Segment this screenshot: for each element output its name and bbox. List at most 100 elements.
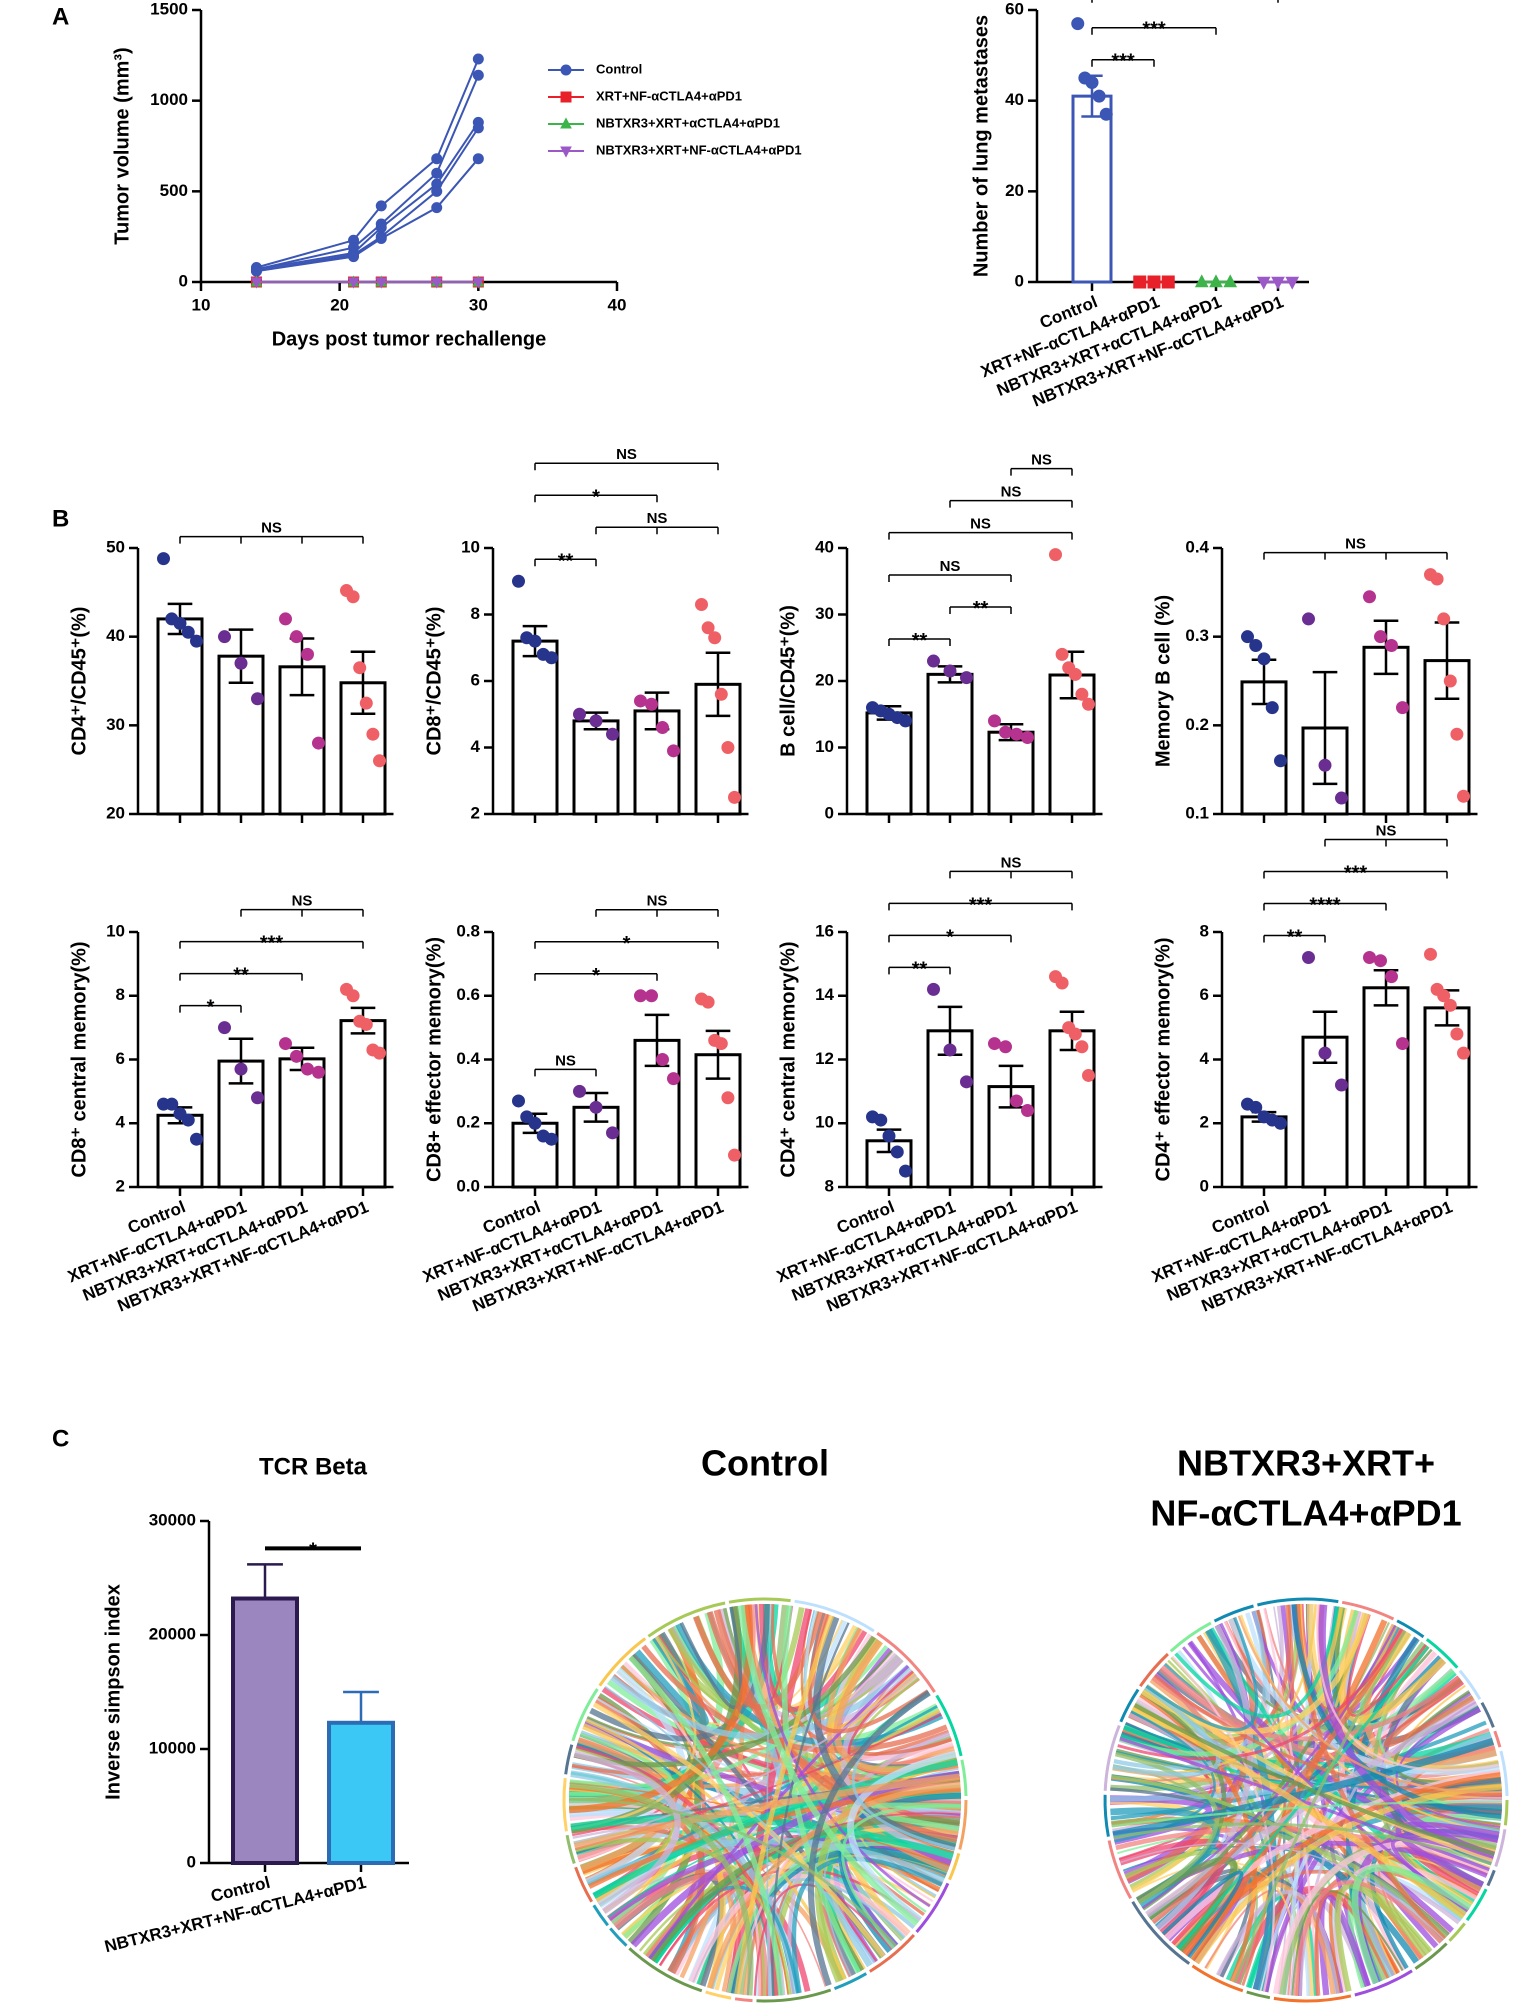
marker xyxy=(890,1145,904,1159)
significance-label: *** xyxy=(1111,51,1135,73)
marker xyxy=(312,1065,325,1079)
y-tick-label: 0.2 xyxy=(456,1113,480,1132)
significance-label: NS xyxy=(1345,536,1366,553)
y-tick-label: 4 xyxy=(1200,1049,1210,1068)
chord-arc xyxy=(1465,1888,1488,1922)
y-tick-label: 20 xyxy=(815,670,834,689)
chord-ribbon xyxy=(1117,1628,1404,1761)
significance-label: * xyxy=(592,965,600,987)
marker xyxy=(656,1053,669,1066)
marker xyxy=(528,1116,542,1130)
marker xyxy=(431,202,443,214)
y-tick-label: 60 xyxy=(1005,0,1024,18)
chord-ribbon xyxy=(766,1604,772,1997)
x-tick-label: 20 xyxy=(330,295,349,314)
y-axis-label: CD8⁺ central memory(%) xyxy=(68,941,90,1177)
marker xyxy=(347,277,360,289)
marker xyxy=(1374,630,1387,644)
chord-arc xyxy=(1354,1969,1413,1997)
chord-ribbon xyxy=(713,1609,958,1844)
chord-arc xyxy=(562,1778,568,1832)
marker xyxy=(431,167,443,179)
chord-arc xyxy=(705,1990,732,2000)
marker xyxy=(1285,276,1300,290)
y-tick-label: 6 xyxy=(471,670,480,689)
marker xyxy=(1265,701,1279,715)
marker xyxy=(250,265,262,277)
marker xyxy=(512,1094,525,1108)
marker xyxy=(721,741,735,754)
bar xyxy=(926,1029,974,1189)
chord-ribbon xyxy=(628,1655,784,1996)
marker xyxy=(301,1062,314,1076)
chord-ribbon xyxy=(610,1664,911,1740)
y-tick-label: 40 xyxy=(1005,90,1024,109)
marker xyxy=(645,697,658,711)
marker xyxy=(1302,612,1315,626)
marker xyxy=(346,590,360,604)
significance-label: ** xyxy=(233,965,249,987)
marker xyxy=(1274,1116,1287,1130)
marker xyxy=(431,185,443,197)
marker xyxy=(1241,630,1254,644)
legend-label: Control xyxy=(596,61,642,76)
marker xyxy=(1249,1100,1263,1114)
marker xyxy=(667,744,680,758)
chord-ribbon xyxy=(1314,1891,1390,1996)
marker xyxy=(1223,274,1238,288)
y-tick-label: 12 xyxy=(815,1049,834,1068)
chord-ribbon xyxy=(1383,1678,1475,1748)
significance-label: NS xyxy=(616,446,637,463)
marker xyxy=(165,1097,179,1111)
marker xyxy=(375,200,387,212)
y-axis-label: Inverse simpson index xyxy=(102,1584,124,1800)
chord-arc xyxy=(1213,1604,1254,1623)
bar xyxy=(987,730,1035,816)
error-bar xyxy=(343,1690,379,1723)
marker xyxy=(1147,275,1161,289)
chord-arc xyxy=(756,1988,832,2003)
chord-ribbon xyxy=(1240,1614,1500,1835)
chord-ribbon xyxy=(1228,1617,1500,1776)
marker xyxy=(589,714,603,728)
significance-bracket xyxy=(949,606,1012,615)
legend-label: XRT+NF-αCTLA4+αPD1 xyxy=(596,88,742,103)
x-tick-label: 40 xyxy=(608,295,627,314)
marker xyxy=(874,1113,888,1127)
marker xyxy=(728,790,741,804)
chord-arc xyxy=(1131,1901,1191,1965)
y-tick-label: 30 xyxy=(815,604,834,623)
y-tick-label: 6 xyxy=(116,1049,125,1068)
marker xyxy=(353,661,367,675)
y-tick-label: 40 xyxy=(106,626,125,645)
y-tick-label: 10 xyxy=(106,921,125,940)
y-tick-label: 2 xyxy=(471,803,480,822)
significance-bracket xyxy=(1263,551,1448,560)
y-axis-label: Number of lung metastases xyxy=(970,15,992,277)
chord-ribbon xyxy=(1174,1606,1340,1719)
chord-arc xyxy=(592,1904,609,1927)
significance-bracket xyxy=(1091,0,1279,3)
significance-label: *** xyxy=(1142,19,1166,41)
marker xyxy=(1068,1027,1082,1041)
bar xyxy=(231,1596,299,1866)
chord-arc xyxy=(1246,1990,1271,2000)
marker xyxy=(1430,572,1444,586)
chord-arc xyxy=(628,1947,703,1993)
significance-bracket xyxy=(534,973,658,981)
chord-arc xyxy=(958,1799,968,1850)
chord-arc xyxy=(565,1834,576,1864)
significance-label: NS xyxy=(940,558,961,575)
marker xyxy=(234,1062,248,1076)
significance-bracket xyxy=(1324,838,1448,847)
marker xyxy=(606,727,619,741)
chord-arc xyxy=(1103,1794,1110,1837)
chord-ribbon xyxy=(770,1604,953,1756)
significance-label: NS xyxy=(292,893,313,910)
marker xyxy=(1457,1046,1470,1060)
marker xyxy=(1082,1068,1095,1082)
significance-bracket xyxy=(534,558,597,567)
series-line xyxy=(256,127,480,273)
chord-ribbon xyxy=(1224,1621,1406,1971)
significance-label: ** xyxy=(973,598,989,620)
